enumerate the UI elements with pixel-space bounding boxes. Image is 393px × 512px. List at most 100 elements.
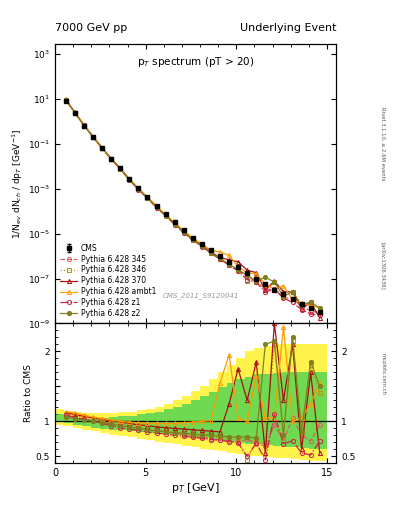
Pythia 6.428 z1 bbox=[281, 295, 286, 301]
Pythia 6.428 345 bbox=[299, 303, 304, 309]
Pythia 6.428 z2 bbox=[299, 302, 304, 308]
Pythia 6.428 345 bbox=[209, 250, 213, 257]
Pythia 6.428 346 bbox=[64, 97, 68, 103]
Pythia 6.428 ambt1 bbox=[263, 281, 268, 287]
Pythia 6.428 345 bbox=[172, 221, 177, 227]
Pythia 6.428 ambt1 bbox=[172, 220, 177, 226]
Text: p$_T$ spectrum (pT > 20): p$_T$ spectrum (pT > 20) bbox=[137, 55, 254, 69]
Line: Pythia 6.428 370: Pythia 6.428 370 bbox=[64, 97, 322, 320]
Pythia 6.428 346 bbox=[308, 299, 313, 305]
Pythia 6.428 346 bbox=[91, 134, 95, 140]
Pythia 6.428 345 bbox=[317, 310, 322, 316]
Pythia 6.428 ambt1 bbox=[236, 264, 241, 270]
Pythia 6.428 z2 bbox=[100, 145, 105, 152]
Pythia 6.428 345 bbox=[182, 229, 186, 236]
Pythia 6.428 ambt1 bbox=[272, 286, 277, 292]
Y-axis label: 1/N$_{ev}$ dN$_{ch}$ / dp$_T$ [GeV$^{-1}$]: 1/N$_{ev}$ dN$_{ch}$ / dp$_T$ [GeV$^{-1}… bbox=[11, 129, 25, 239]
Pythia 6.428 346 bbox=[299, 302, 304, 308]
Pythia 6.428 z1 bbox=[172, 222, 177, 228]
Pythia 6.428 370 bbox=[209, 249, 213, 255]
Line: Pythia 6.428 345: Pythia 6.428 345 bbox=[64, 98, 322, 315]
Text: Rivet 3.1.10, ≥ 2.6M events: Rivet 3.1.10, ≥ 2.6M events bbox=[381, 106, 386, 180]
Pythia 6.428 ambt1 bbox=[182, 227, 186, 233]
Pythia 6.428 346 bbox=[172, 221, 177, 227]
Pythia 6.428 346 bbox=[263, 285, 268, 291]
X-axis label: p$_T$ [GeV]: p$_T$ [GeV] bbox=[171, 481, 220, 495]
Pythia 6.428 z1 bbox=[100, 145, 105, 152]
Line: Pythia 6.428 z1: Pythia 6.428 z1 bbox=[64, 98, 322, 317]
Pythia 6.428 z2 bbox=[118, 166, 123, 172]
Line: Pythia 6.428 ambt1: Pythia 6.428 ambt1 bbox=[64, 97, 322, 310]
Pythia 6.428 345 bbox=[308, 308, 313, 314]
Text: Underlying Event: Underlying Event bbox=[239, 23, 336, 33]
Pythia 6.428 370 bbox=[281, 289, 286, 295]
Pythia 6.428 370 bbox=[82, 122, 86, 128]
Pythia 6.428 345 bbox=[245, 272, 250, 279]
Pythia 6.428 z2 bbox=[154, 204, 159, 210]
Pythia 6.428 z1 bbox=[154, 204, 159, 210]
Line: Pythia 6.428 346: Pythia 6.428 346 bbox=[64, 98, 322, 311]
Pythia 6.428 z1 bbox=[64, 97, 68, 103]
Pythia 6.428 346 bbox=[254, 279, 259, 285]
Pythia 6.428 345 bbox=[154, 204, 159, 210]
Pythia 6.428 z1 bbox=[145, 195, 150, 201]
Pythia 6.428 370 bbox=[172, 220, 177, 226]
Pythia 6.428 ambt1 bbox=[91, 134, 95, 140]
Pythia 6.428 z1 bbox=[73, 110, 77, 116]
Pythia 6.428 346 bbox=[182, 229, 186, 236]
Pythia 6.428 z2 bbox=[73, 110, 77, 116]
Pythia 6.428 ambt1 bbox=[64, 96, 68, 102]
Text: [arXiv:1306.3436]: [arXiv:1306.3436] bbox=[381, 242, 386, 290]
Pythia 6.428 346 bbox=[245, 278, 250, 284]
Pythia 6.428 ambt1 bbox=[136, 185, 141, 191]
Pythia 6.428 370 bbox=[154, 204, 159, 210]
Pythia 6.428 370 bbox=[118, 165, 123, 172]
Pythia 6.428 370 bbox=[191, 236, 195, 242]
Pythia 6.428 ambt1 bbox=[145, 194, 150, 200]
Pythia 6.428 ambt1 bbox=[200, 241, 204, 247]
Legend: CMS, Pythia 6.428 345, Pythia 6.428 346, Pythia 6.428 370, Pythia 6.428 ambt1, P: CMS, Pythia 6.428 345, Pythia 6.428 346,… bbox=[59, 242, 158, 319]
Pythia 6.428 345 bbox=[145, 195, 150, 201]
Pythia 6.428 z2 bbox=[227, 261, 231, 267]
Pythia 6.428 346 bbox=[209, 250, 213, 256]
Pythia 6.428 z1 bbox=[308, 311, 313, 317]
Pythia 6.428 z2 bbox=[209, 249, 213, 255]
Pythia 6.428 z2 bbox=[200, 243, 204, 249]
Pythia 6.428 z2 bbox=[82, 122, 86, 129]
Pythia 6.428 z2 bbox=[182, 229, 186, 236]
Pythia 6.428 345 bbox=[82, 122, 86, 129]
Pythia 6.428 z2 bbox=[245, 272, 250, 279]
Pythia 6.428 370 bbox=[263, 287, 268, 293]
Pythia 6.428 ambt1 bbox=[254, 271, 259, 277]
Pythia 6.428 z2 bbox=[136, 186, 141, 193]
Pythia 6.428 ambt1 bbox=[154, 203, 159, 209]
Pythia 6.428 345 bbox=[64, 97, 68, 103]
Pythia 6.428 z2 bbox=[127, 177, 132, 183]
Pythia 6.428 370 bbox=[227, 257, 231, 263]
Pythia 6.428 ambt1 bbox=[109, 156, 114, 162]
Pythia 6.428 345 bbox=[191, 237, 195, 243]
Pythia 6.428 345 bbox=[272, 287, 277, 293]
Pythia 6.428 346 bbox=[272, 280, 277, 286]
Pythia 6.428 z1 bbox=[136, 187, 141, 193]
Pythia 6.428 370 bbox=[73, 110, 77, 116]
Text: CMS_2011_S9120041: CMS_2011_S9120041 bbox=[163, 292, 239, 299]
Pythia 6.428 z1 bbox=[163, 213, 168, 219]
Pythia 6.428 345 bbox=[236, 268, 241, 274]
Pythia 6.428 z2 bbox=[191, 237, 195, 243]
Pythia 6.428 z2 bbox=[218, 255, 222, 262]
Pythia 6.428 z1 bbox=[236, 268, 241, 274]
Pythia 6.428 ambt1 bbox=[290, 296, 295, 302]
Pythia 6.428 345 bbox=[227, 262, 231, 268]
Pythia 6.428 ambt1 bbox=[308, 303, 313, 309]
Pythia 6.428 346 bbox=[100, 145, 105, 151]
Pythia 6.428 345 bbox=[127, 177, 132, 183]
Pythia 6.428 z1 bbox=[182, 229, 186, 236]
Pythia 6.428 ambt1 bbox=[82, 122, 86, 128]
Pythia 6.428 346 bbox=[118, 166, 123, 172]
Pythia 6.428 346 bbox=[163, 212, 168, 219]
Pythia 6.428 ambt1 bbox=[73, 109, 77, 115]
Pythia 6.428 z1 bbox=[263, 289, 268, 295]
Pythia 6.428 z1 bbox=[82, 122, 86, 129]
Line: Pythia 6.428 z2: Pythia 6.428 z2 bbox=[64, 98, 322, 310]
